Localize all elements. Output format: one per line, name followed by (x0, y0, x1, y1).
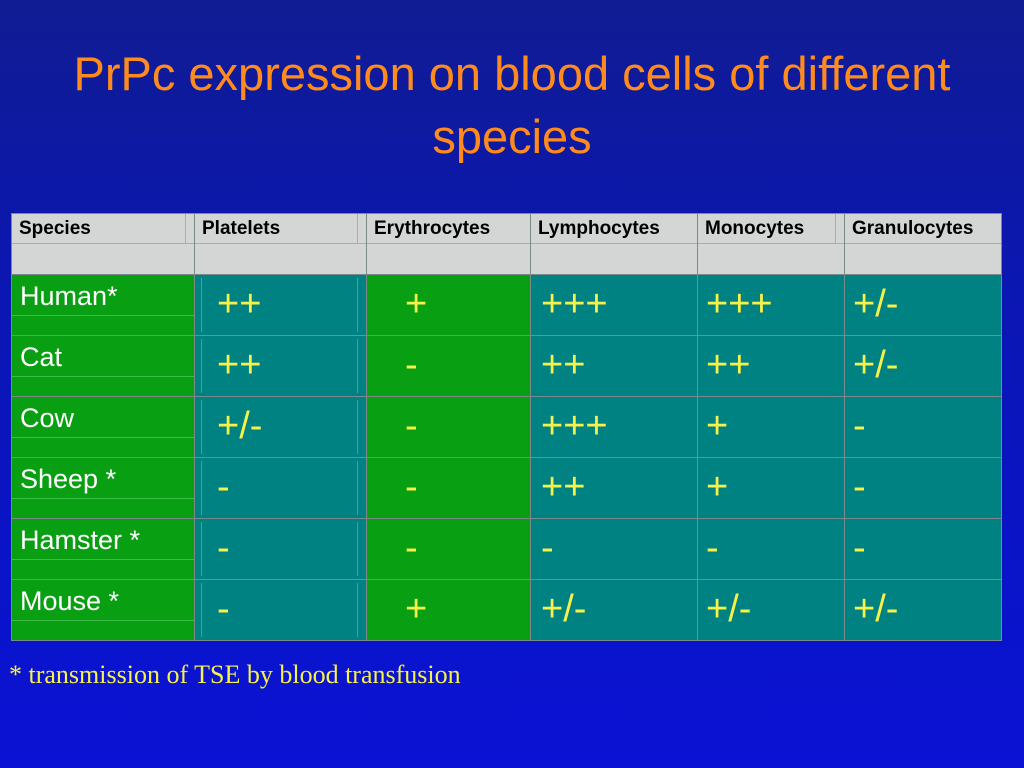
expression-cell: + (697, 396, 845, 458)
expression-cell: +/- (530, 579, 698, 641)
expression-cell: - (194, 518, 367, 580)
expression-cell: +++ (530, 274, 698, 336)
species-cell: Sheep * (11, 457, 195, 519)
expression-value: - (405, 344, 418, 386)
header-erythrocytes: Erythrocytes (366, 213, 531, 275)
expression-value: +/- (853, 283, 899, 325)
species-cell: Human* (11, 274, 195, 336)
header-row: Species Platelets Erythrocytes Lymphocyt… (11, 213, 1002, 275)
expression-value: - (405, 527, 418, 569)
header-granulocytes: Granulocytes (844, 213, 1002, 275)
expression-value: - (217, 588, 230, 630)
expression-cell: - (530, 518, 698, 580)
expression-value: +/- (217, 405, 263, 447)
expression-value: ++ (541, 466, 586, 508)
header-monocytes: Monocytes (697, 213, 845, 275)
expression-cell: ++ (530, 457, 698, 519)
expression-cell: - (366, 457, 531, 519)
expression-cell: - (844, 457, 1002, 519)
expression-cell: - (697, 518, 845, 580)
expression-value: ++ (217, 344, 262, 386)
expression-value: - (853, 405, 866, 447)
header-lymphocytes: Lymphocytes (530, 213, 698, 275)
species-cell: Hamster * (11, 518, 195, 580)
species-name: Sheep * (20, 464, 117, 494)
footnote: * transmission of TSE by blood transfusi… (9, 660, 461, 689)
expression-value: +++ (541, 405, 608, 447)
expression-cell: - (844, 518, 1002, 580)
species-cell: Cat (11, 335, 195, 397)
expression-cell: - (194, 457, 367, 519)
table-row: Human* ++ + +++ +++ +/- (11, 274, 1002, 336)
expression-cell: +/- (697, 579, 845, 641)
expression-cell: + (697, 457, 845, 519)
expression-value: - (405, 466, 418, 508)
species-cell: Cow (11, 396, 195, 458)
species-name: Cow (20, 403, 75, 433)
expression-value: +++ (541, 283, 608, 325)
header-label: Erythrocytes (374, 218, 491, 239)
expression-value: - (541, 527, 554, 569)
header-label: Species (19, 218, 91, 239)
expression-value: + (405, 283, 428, 325)
header-label: Granulocytes (852, 218, 974, 239)
expression-value: +++ (706, 283, 773, 325)
header-label: Monocytes (705, 218, 805, 239)
expression-value: +/- (853, 588, 899, 630)
species-name: Cat (20, 342, 63, 372)
species-name: Hamster * (20, 525, 141, 555)
expression-cell: ++ (194, 274, 367, 336)
expression-value: ++ (706, 344, 751, 386)
slide-title: PrPc expression on blood cells of differ… (73, 47, 951, 163)
expression-value: +/- (853, 344, 899, 386)
expression-value: +/- (541, 588, 587, 630)
expression-cell: - (366, 396, 531, 458)
expression-cell: + (366, 274, 531, 336)
table-row: Cat ++ - ++ ++ +/- (11, 335, 1002, 397)
header-species: Species (11, 213, 195, 275)
species-name: Human* (20, 281, 118, 311)
expression-value: ++ (541, 344, 586, 386)
header-label: Platelets (202, 218, 281, 239)
expression-value: + (706, 405, 729, 447)
species-name: Mouse * (20, 586, 120, 616)
table-row: Mouse * - + +/- +/- +/- (11, 579, 1002, 641)
expression-cell: - (194, 579, 367, 641)
expression-cell: - (844, 396, 1002, 458)
table-row: Sheep * - - ++ + - (11, 457, 1002, 519)
expression-cell: +++ (530, 396, 698, 458)
table-body: Human* ++ + +++ +++ +/- Cat ++ - ++ ++ +/- Cow +/- - ++… (11, 274, 1002, 641)
expression-cell: ++ (530, 335, 698, 397)
expression-cell: ++ (194, 335, 367, 397)
expression-cell: +++ (697, 274, 845, 336)
expression-cell: +/- (844, 579, 1002, 641)
table-row: Hamster * - - - - - (11, 518, 1002, 580)
expression-value: - (706, 527, 719, 569)
expression-value: + (706, 466, 729, 508)
expression-cell: +/- (194, 396, 367, 458)
expression-value: ++ (217, 283, 262, 325)
expression-cell: ++ (697, 335, 845, 397)
species-cell: Mouse * (11, 579, 195, 641)
expression-value: + (405, 588, 428, 630)
expression-cell: - (366, 335, 531, 397)
expression-value: - (217, 466, 230, 508)
expression-cell: +/- (844, 335, 1002, 397)
expression-value: +/- (706, 588, 752, 630)
expression-value: - (853, 466, 866, 508)
header-label: Lymphocytes (538, 218, 660, 239)
expression-table: Species Platelets Erythrocytes Lymphocyt… (11, 213, 1002, 641)
expression-value: - (217, 527, 230, 569)
expression-value: - (853, 527, 866, 569)
expression-cell: +/- (844, 274, 1002, 336)
header-platelets: Platelets (194, 213, 367, 275)
expression-cell: - (366, 518, 531, 580)
expression-value: - (405, 405, 418, 447)
table-row: Cow +/- - +++ + - (11, 396, 1002, 458)
expression-cell: + (366, 579, 531, 641)
